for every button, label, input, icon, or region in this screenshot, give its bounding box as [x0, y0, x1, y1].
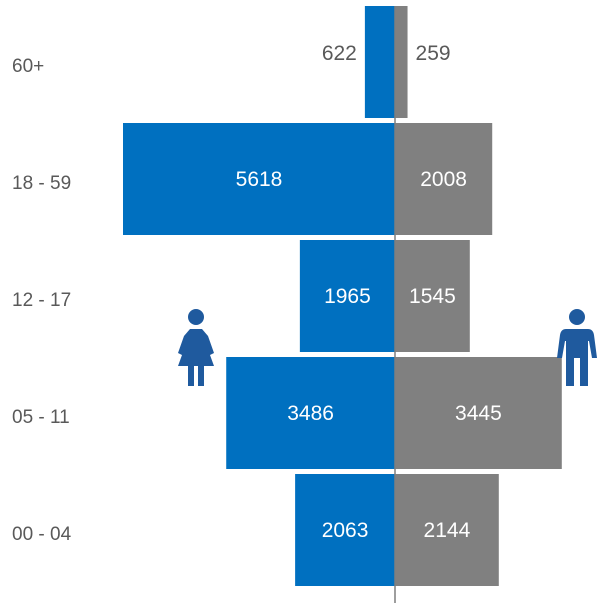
category-label: 00 - 04 [12, 524, 72, 545]
bar-left [295, 474, 395, 586]
data-label-right: 2144 [424, 519, 471, 542]
data-label-left: 1965 [324, 285, 371, 308]
male-icon [557, 309, 597, 386]
data-label-right: 1545 [409, 285, 456, 308]
bar-right [395, 357, 562, 469]
bar-left [299, 240, 395, 352]
data-label-left: 5618 [236, 168, 283, 191]
data-labels: 622 259 5618 2008 1965 1545 3486 3445 2063 2144 [236, 42, 502, 542]
category-label: 18 - 59 [12, 173, 71, 194]
bars [123, 6, 562, 586]
category-label: 60+ [12, 56, 44, 77]
data-label-left: 2063 [322, 519, 369, 542]
bar-left [364, 6, 395, 118]
bar-right [395, 240, 470, 352]
data-label-right: 259 [416, 42, 451, 65]
bar-right [395, 123, 493, 235]
category-label: 12 - 17 [12, 290, 71, 311]
bar-left [226, 357, 395, 469]
data-label-left: 622 [322, 42, 357, 65]
data-label-right: 3445 [455, 402, 502, 425]
bar-right [395, 6, 408, 118]
category-labels: 60+ 18 - 59 12 - 17 05 - 11 00 - 04 [12, 56, 72, 545]
category-label: 05 - 11 [12, 407, 70, 428]
bar-left [123, 123, 395, 235]
data-label-right: 2008 [420, 168, 467, 191]
data-label-left: 3486 [287, 402, 334, 425]
female-icon [178, 309, 214, 386]
bar-right [395, 474, 499, 586]
